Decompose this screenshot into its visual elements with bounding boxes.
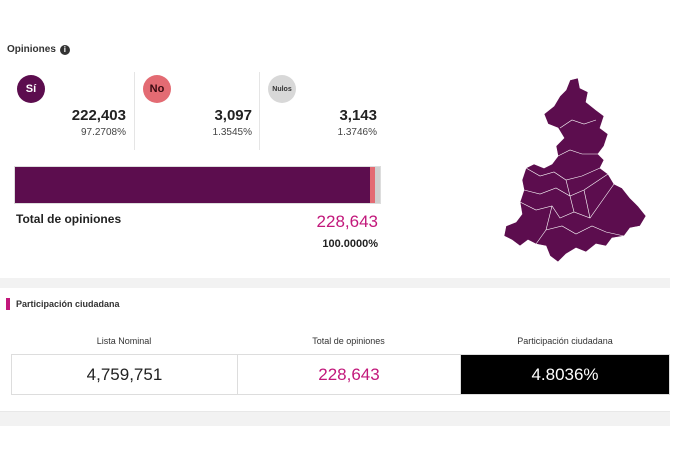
opiniones-title: Opiniones i [7,44,70,55]
bar-segment-si[interactable] [15,167,371,203]
option-si-badge: Sí [17,75,45,103]
option-no-pct: 1.3545% [212,127,252,138]
option-nulos-count: 3,143 [339,107,377,124]
option-no-count: 3,097 [214,107,252,124]
total-opiniones-pct: 100.0000% [322,238,378,250]
participacion-value: 4.8036% [461,355,669,394]
card-divider [259,72,260,150]
option-si-pct: 97.2708% [80,127,126,138]
lista-nominal-value: 4,759,751 [12,355,238,394]
participacion-values-row: 4,759,751 228,643 4.8036% [11,354,670,395]
option-nulos-pct: 1.3746% [337,127,377,138]
section-accent-mark [6,298,10,310]
opiniones-title-text: Opiniones [7,44,56,55]
option-nulos-badge: Nulos [268,75,296,103]
participacion-col-label: Participación ciudadana [517,336,613,346]
card-divider [134,72,135,150]
participacion-title-text: Participación ciudadana [16,299,120,309]
bar-segment-no[interactable] [370,167,375,203]
state-map-shape[interactable] [503,77,647,263]
total-opiniones-value: 228,643 [316,212,378,231]
bar-segment-nulos[interactable] [374,167,380,203]
opinions-stacked-bar [14,166,381,204]
lista-nominal-label: Lista Nominal [96,336,152,346]
option-si-count: 222,403 [71,107,126,124]
state-map-icon[interactable] [500,76,648,266]
info-icon[interactable]: i [59,44,70,55]
total-opiniones-col-value: 228,643 [238,355,461,394]
total-opiniones-label: Total de opiniones [16,212,122,226]
total-opiniones-col-label: Total de opiniones [312,336,385,346]
footer-separator [0,411,670,426]
option-no-badge: No [143,75,171,103]
section-separator [0,278,670,288]
participacion-title: Participación ciudadana [6,298,120,310]
